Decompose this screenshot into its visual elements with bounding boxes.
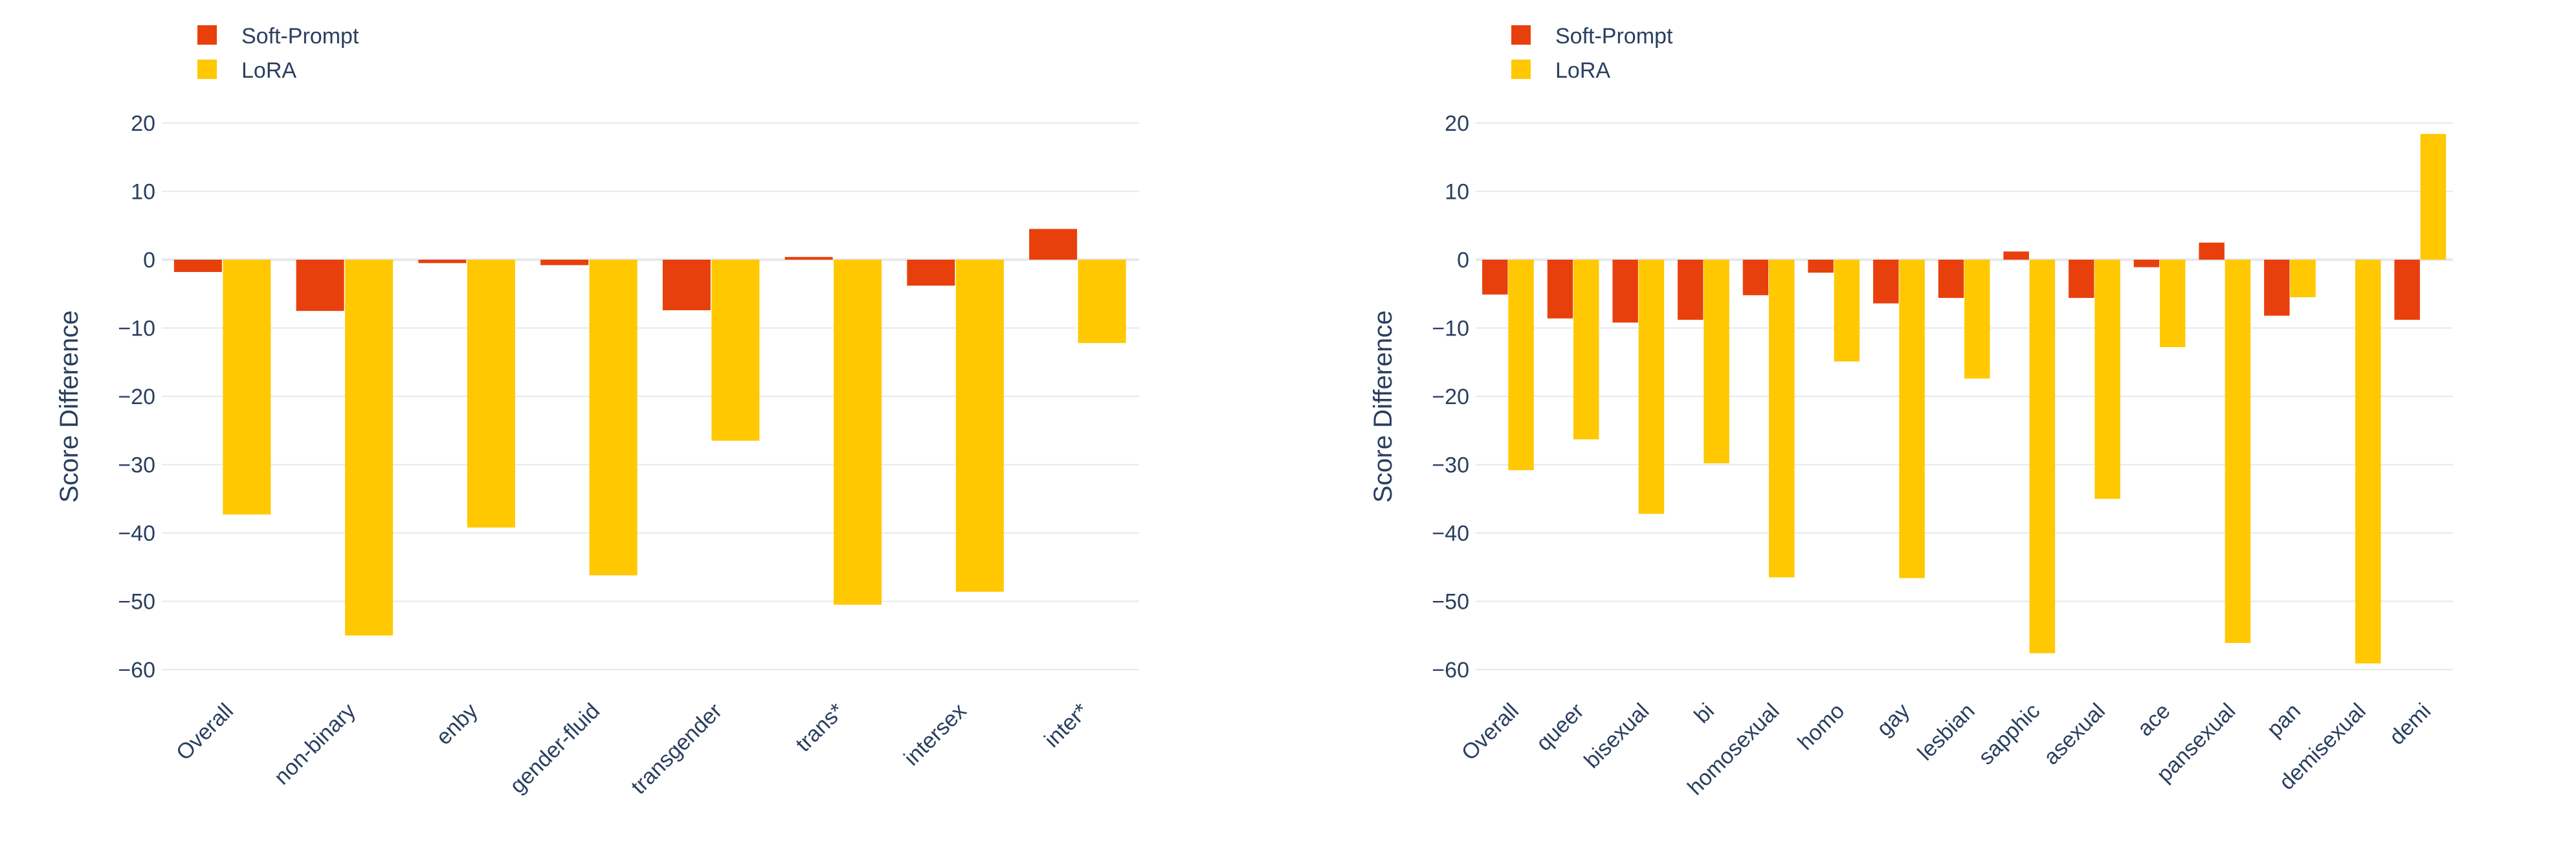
bar-soft-prompt-Overall[interactable]: [173, 260, 222, 272]
y-tick-label: −50: [118, 590, 155, 615]
x-tick-label: demi: [2384, 699, 2436, 750]
x-tick-label: queer: [1531, 699, 1588, 756]
x-tick-label: inter*: [1039, 699, 1093, 752]
legend-swatch-lora[interactable]: [197, 60, 217, 79]
bar-lora-Overall[interactable]: [223, 260, 271, 515]
legend-label: Soft-Prompt: [1555, 24, 1673, 49]
bar-lora-pan[interactable]: [2290, 260, 2316, 298]
legend-label: LoRA: [241, 58, 296, 83]
x-tick-label: gender-fluid: [505, 699, 605, 798]
bar-soft-prompt-interstar[interactable]: [1029, 229, 1078, 260]
y-tick-label: −30: [118, 453, 155, 478]
bar-lora-non-binary[interactable]: [345, 260, 394, 636]
y-tick-label: −60: [118, 658, 155, 683]
legend-swatch-lora[interactable]: [1511, 60, 1531, 79]
y-tick-label: 20: [1445, 111, 1469, 136]
bar-soft-prompt-gender-fluid[interactable]: [540, 260, 589, 266]
x-tick-label: lesbian: [1913, 699, 1980, 765]
bar-lora-lesbian[interactable]: [1964, 260, 1990, 379]
y-tick-label: −50: [1432, 590, 1469, 615]
bar-lora-pansexual[interactable]: [2225, 260, 2251, 643]
y-tick-label: −40: [1432, 521, 1469, 546]
chart-gender-identity: Soft-Prompt LoRA 20 10 0 −10 −20 −30 −40 −50 −60 Sc…: [55, 24, 1139, 799]
bar-lora-demisexual[interactable]: [2355, 260, 2381, 664]
bar-lora-sapphic[interactable]: [2029, 260, 2056, 653]
bar-soft-prompt-sapphic[interactable]: [2003, 251, 2029, 260]
bar-soft-prompt-gay[interactable]: [1873, 260, 1899, 304]
bar-lora-queer[interactable]: [1573, 260, 1599, 440]
bar-lora-transgender[interactable]: [711, 260, 760, 441]
y-tick-label: 20: [131, 111, 155, 136]
y-tick-label: −10: [118, 317, 155, 341]
bar-soft-prompt-asexual[interactable]: [2069, 260, 2094, 299]
y-tick-label: 0: [1457, 248, 1469, 273]
y-tick-label: −30: [1432, 453, 1469, 478]
x-tick-label: transgender: [627, 699, 727, 799]
bar-lora-homo[interactable]: [1834, 260, 1860, 362]
bar-lora-interstar[interactable]: [1078, 260, 1126, 343]
bar-lora-bi[interactable]: [1704, 260, 1729, 464]
bar-soft-prompt-transgender[interactable]: [662, 260, 711, 311]
x-tick-label: asexual: [2039, 699, 2110, 770]
bar-lora-bisexual[interactable]: [1638, 260, 1665, 514]
bar-soft-prompt-bisexual[interactable]: [1612, 260, 1638, 323]
bar-lora-enby[interactable]: [467, 260, 515, 528]
bar-lora-homosexual[interactable]: [1769, 260, 1795, 578]
bar-lora-gay[interactable]: [1899, 260, 1925, 578]
y-tick-label: 10: [131, 180, 155, 205]
bar-soft-prompt-intersex[interactable]: [907, 260, 955, 286]
bar-soft-prompt-homosexual[interactable]: [1742, 260, 1769, 295]
bar-lora-Overall[interactable]: [1508, 260, 1534, 470]
x-tick-label: gay: [1872, 699, 1915, 741]
bar-soft-prompt-non-binary[interactable]: [296, 260, 344, 311]
bar-lora-transstar[interactable]: [834, 260, 882, 605]
x-tick-label: Overall: [172, 699, 238, 765]
x-tick-label: Overall: [1457, 699, 1524, 765]
bar-soft-prompt-demi[interactable]: [2394, 260, 2420, 320]
bar-lora-ace[interactable]: [2160, 260, 2186, 348]
legend-label: Soft-Prompt: [241, 24, 359, 49]
x-tick-label: sapphic: [1974, 699, 2045, 770]
y-tick-label: −20: [1432, 385, 1469, 409]
y-tick-label: 10: [1445, 180, 1469, 205]
bar-soft-prompt-pan[interactable]: [2264, 260, 2290, 316]
legend-swatch-soft-prompt[interactable]: [197, 25, 217, 45]
bar-soft-prompt-Overall[interactable]: [1482, 260, 1508, 295]
x-tick-label: ace: [2133, 699, 2175, 741]
y-tick-label: 0: [143, 248, 155, 273]
x-tick-label: pan: [2262, 699, 2305, 742]
bar-soft-prompt-pansexual[interactable]: [2199, 242, 2225, 260]
y-tick-label: −20: [118, 385, 155, 409]
x-tick-label: intersex: [899, 699, 971, 771]
bar-soft-prompt-homo[interactable]: [1808, 260, 1834, 273]
x-tick-label: bisexual: [1579, 699, 1654, 773]
bar-soft-prompt-lesbian[interactable]: [1938, 260, 1964, 299]
bar-lora-gender-fluid[interactable]: [589, 260, 638, 576]
x-tick-label: bi: [1689, 699, 1719, 729]
bar-lora-asexual[interactable]: [2094, 260, 2120, 499]
bar-soft-prompt-ace[interactable]: [2133, 260, 2160, 267]
chart-sexual-orientation: Soft-Prompt LoRA 20 10 0 −10 −20 −30 −40 −50 −60 Sc…: [1369, 24, 2453, 800]
y-tick-label: −10: [1432, 317, 1469, 341]
bar-lora-demi[interactable]: [2420, 133, 2447, 260]
x-tick-label: enby: [432, 699, 483, 750]
bar-soft-prompt-bi[interactable]: [1678, 260, 1704, 320]
legend-label: LoRA: [1555, 58, 1610, 83]
y-axis-title: Score Difference: [1369, 310, 1397, 503]
bar-soft-prompt-transstar[interactable]: [784, 256, 833, 260]
x-tick-label: non-binary: [269, 699, 360, 789]
y-tick-label: −60: [1432, 658, 1469, 683]
x-tick-label: homo: [1793, 699, 1849, 755]
bar-lora-intersex[interactable]: [955, 260, 1004, 592]
bar-soft-prompt-enby[interactable]: [418, 260, 467, 264]
x-tick-label: trans*: [791, 699, 849, 757]
bar-soft-prompt-queer[interactable]: [1547, 260, 1573, 319]
legend-swatch-soft-prompt[interactable]: [1511, 25, 1531, 45]
y-axis-title: Score Difference: [55, 310, 83, 503]
y-tick-label: −40: [118, 521, 155, 546]
